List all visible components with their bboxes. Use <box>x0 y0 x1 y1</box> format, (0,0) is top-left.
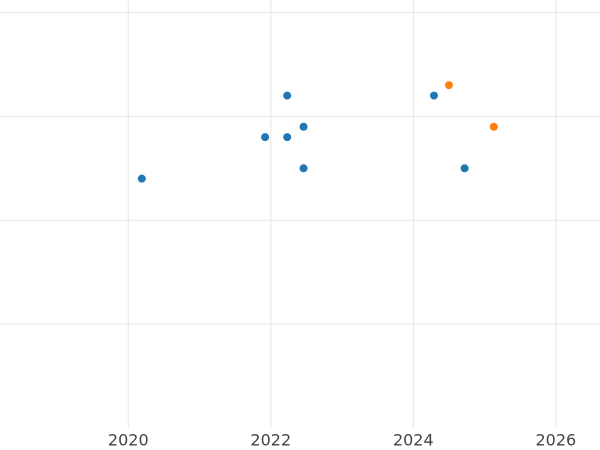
point <box>137 174 146 183</box>
x-tick-label: 2022 <box>250 431 291 450</box>
x-tick-label: 2026 <box>535 431 576 450</box>
point <box>444 81 453 90</box>
point <box>299 122 308 131</box>
point <box>429 91 438 100</box>
point <box>261 133 270 142</box>
point <box>283 133 292 142</box>
point <box>460 164 469 173</box>
point <box>283 91 292 100</box>
x-tick-label: 2020 <box>108 431 149 450</box>
point <box>299 164 308 173</box>
point <box>489 122 498 131</box>
x-tick-label: 2024 <box>393 431 434 450</box>
